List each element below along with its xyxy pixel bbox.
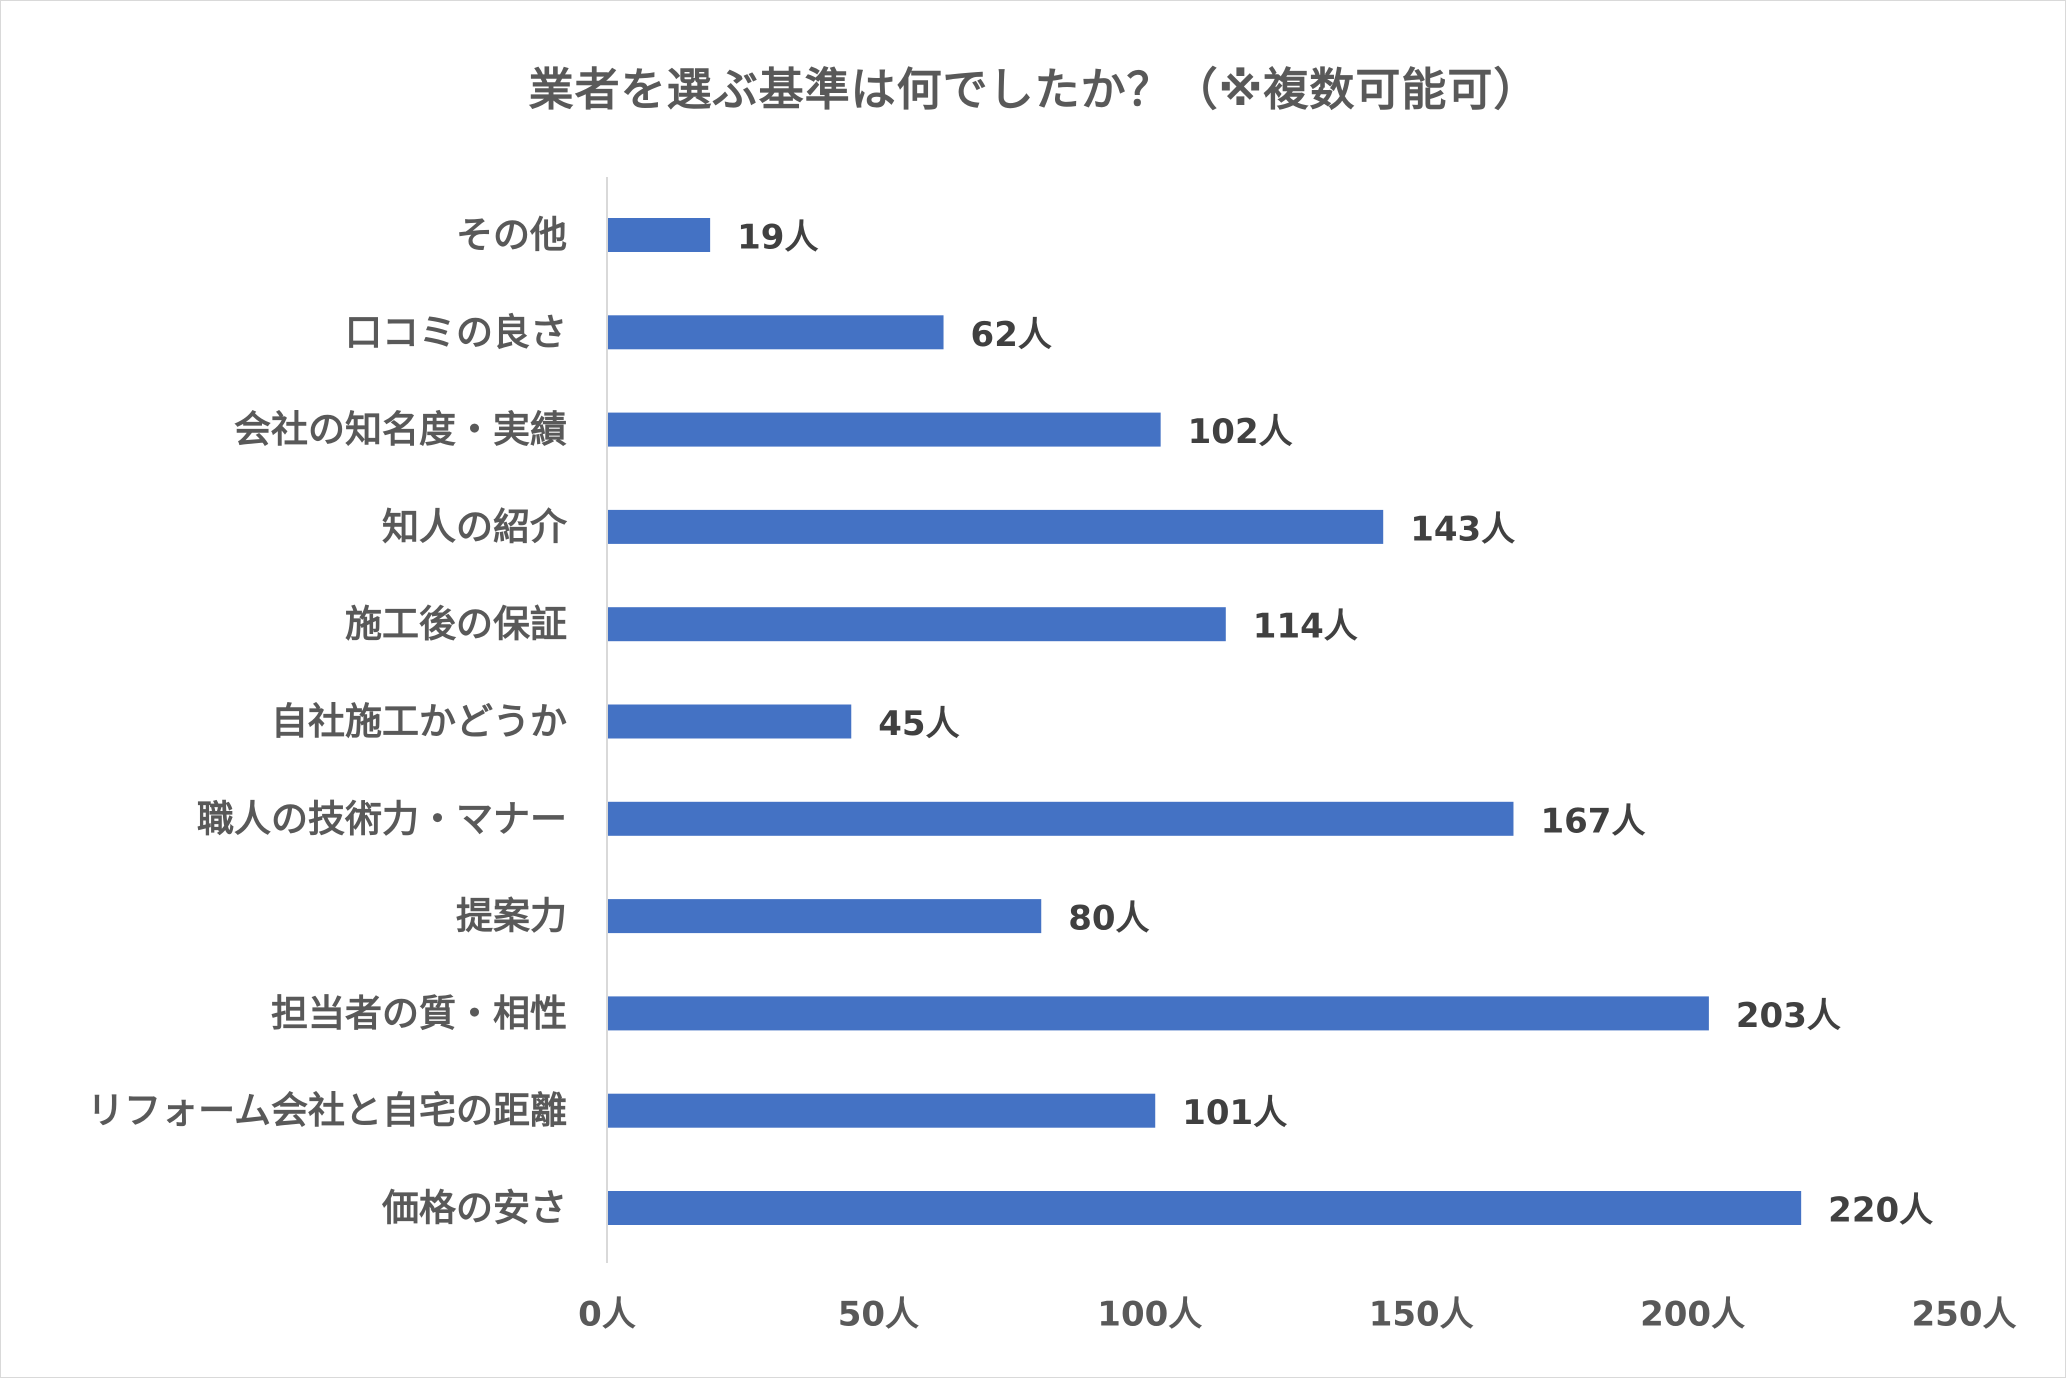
category-label: 提案力 bbox=[456, 895, 567, 938]
data-label: 101人 bbox=[1182, 1093, 1287, 1133]
category-label: その他 bbox=[456, 214, 567, 257]
data-label: 220人 bbox=[1828, 1191, 1933, 1231]
data-label: 19人 bbox=[737, 218, 818, 258]
data-label: 62人 bbox=[971, 315, 1052, 355]
category-label: 自社施工かどうか bbox=[271, 700, 567, 743]
x-tick-label: 50人 bbox=[838, 1295, 919, 1335]
bar bbox=[608, 1191, 1802, 1225]
category-label: 知人の紹介 bbox=[382, 505, 568, 548]
bar bbox=[608, 996, 1709, 1031]
x-tick-label: 100人 bbox=[1097, 1295, 1202, 1335]
bar bbox=[608, 412, 1161, 447]
x-tick-label: 200人 bbox=[1640, 1295, 1745, 1335]
data-label: 167人 bbox=[1540, 801, 1645, 841]
bar bbox=[608, 704, 852, 739]
category-label: 施工後の保証 bbox=[345, 603, 567, 646]
x-tick-label: 0人 bbox=[578, 1295, 636, 1335]
chart-title: 業者を選ぶ基準は何でしたか？（※複数可能可） bbox=[528, 63, 1540, 116]
bar bbox=[608, 315, 944, 350]
data-label: 45人 bbox=[878, 704, 959, 744]
category-label: 担当者の質・相性 bbox=[271, 992, 567, 1035]
x-tick-label: 250人 bbox=[1912, 1295, 2017, 1335]
bar bbox=[608, 1093, 1156, 1128]
category-label: 価格の安さ bbox=[381, 1187, 567, 1230]
category-label: 会社の知名度・実績 bbox=[234, 408, 567, 451]
category-label: 職人の技術力・マナー bbox=[197, 797, 567, 840]
bar bbox=[608, 218, 711, 252]
data-label: 80人 bbox=[1068, 899, 1149, 939]
x-tick-label: 150人 bbox=[1369, 1295, 1474, 1335]
bar bbox=[608, 801, 1514, 836]
bar bbox=[608, 607, 1226, 642]
data-label: 102人 bbox=[1188, 412, 1293, 452]
data-label: 203人 bbox=[1736, 996, 1841, 1036]
category-label: 口コミの良さ bbox=[345, 311, 567, 354]
bar bbox=[608, 509, 1384, 544]
bar bbox=[608, 899, 1042, 934]
data-label: 114人 bbox=[1253, 607, 1358, 647]
category-label: リフォーム会社と自宅の距離 bbox=[87, 1089, 567, 1132]
data-label: 143人 bbox=[1410, 509, 1515, 549]
